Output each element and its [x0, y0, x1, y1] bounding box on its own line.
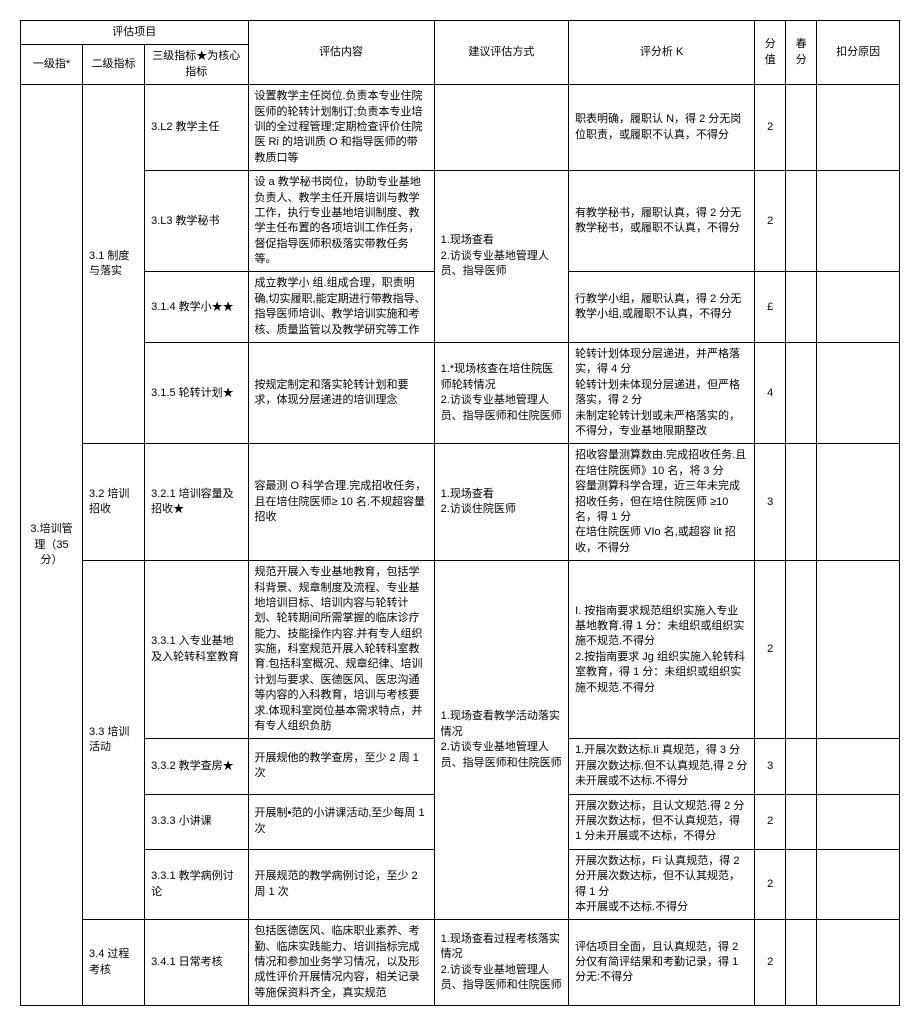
- table-row: 3.L3 教学秘书设 a 教学秘书岗位，协助专业基地负责人、教学主任开展培训与教…: [21, 171, 900, 272]
- l3-cell: 3.3.1 教学病例讨论: [145, 849, 248, 920]
- reason-cell: [817, 794, 900, 849]
- l1-cell: 3.培训管理（35 分）: [21, 85, 83, 1006]
- l3-cell: 3.3.1 入专业基地及入轮转科室教育: [145, 561, 248, 739]
- l3-cell: 3.L2 教学主任: [145, 85, 248, 171]
- table-row: 3.3 培训活动3.3.1 入专业基地及入轮转科室教育规范开展入专业基地教育，包…: [21, 561, 900, 739]
- l3-cell: 3.3.2 教学查房★: [145, 739, 248, 794]
- reason-cell: [817, 343, 900, 444]
- analysis-cell: 评估项目全面，且认真规范，得 2 分仅有简评结果和考勤记录，得 1 分无:不得分: [569, 920, 755, 1006]
- content-cell: 成立教学小 组.组成合理，职责明确,切实履职,能定期进行带教指导、指导医师培训、…: [248, 272, 434, 343]
- analysis-cell: 轮转计划体现分层递进，并严格落实，得 4 分 轮转计划未体现分层递进，但严格落实…: [569, 343, 755, 444]
- fen-cell: [786, 794, 817, 849]
- content-cell: 设 a 教学秘书岗位，协助专业基地负责人、教学主任开展培训与教学工作，执行专业基…: [248, 171, 434, 272]
- header-l3: 三级指标★为核心指标: [145, 45, 248, 85]
- table-body: 3.培训管理（35 分）3.1 制度与落实3.L2 教学主任设置教学主任岗位.负…: [21, 85, 900, 1006]
- method-cell: 1.现场查看 2.访谈住院医师: [434, 444, 568, 561]
- fen-cell: [786, 739, 817, 794]
- l2-cell: 3.2 培训招收: [83, 444, 145, 561]
- content-cell: 按规定制定和落实轮转计划和要求，体现分层递进的培训理念: [248, 343, 434, 444]
- header-group: 评估项目: [21, 21, 249, 45]
- evaluation-table: 评估项目 评估内容 建议评估方式 评分析 K 分值 春分 扣分原因 一级指* 二…: [20, 20, 900, 1006]
- l2-cell: 3.3 培训活动: [83, 561, 145, 920]
- reason-cell: [817, 272, 900, 343]
- l3-cell: 3.4.1 日常考核: [145, 920, 248, 1006]
- reason-cell: [817, 920, 900, 1006]
- method-cell: 1.现场查看教学活动落实情况 2.访谈专业基地管理人员、指导医师和住院医师: [434, 561, 568, 920]
- reason-cell: [817, 171, 900, 272]
- method-cell: 1.现场查看 2.访谈专业基地管理人员、指导医师: [434, 171, 568, 343]
- l3-cell: 3.1.4 教学小★★: [145, 272, 248, 343]
- reason-cell: [817, 561, 900, 739]
- l3-cell: 3.2.1 培训容量及招收★: [145, 444, 248, 561]
- analysis-cell: I. 按指南要求规范组织实施入专业基地教育.得 1 分：未组织或组织实施不规范.…: [569, 561, 755, 739]
- score-cell: 2: [755, 561, 786, 739]
- header-l2: 二级指标: [83, 45, 145, 85]
- fen-cell: [786, 171, 817, 272]
- reason-cell: [817, 444, 900, 561]
- l2-cell: 3.1 制度与落实: [83, 85, 145, 444]
- score-cell: 2: [755, 920, 786, 1006]
- content-cell: 规范开展入专业基地教育，包括学科背景、规章制度及流程、专业基地培训目标、培训内容…: [248, 561, 434, 739]
- fen-cell: [786, 343, 817, 444]
- score-cell: 2: [755, 849, 786, 920]
- table-row: 3.4 过程考核3.4.1 日常考核包括医德医风、临床职业素养、考勤、临床实践能…: [21, 920, 900, 1006]
- content-cell: 包括医德医风、临床职业素养、考勤、临床实践能力、培训指标完成情况和参加业务学习情…: [248, 920, 434, 1006]
- l3-cell: 3.1.5 轮转计划★: [145, 343, 248, 444]
- score-cell: 2: [755, 85, 786, 171]
- fen-cell: [786, 85, 817, 171]
- fen-cell: [786, 920, 817, 1006]
- content-cell: 容最测 O 科学合理.完成招收任务，且在培住院医师≥ 10 名.不规超容量招收: [248, 444, 434, 561]
- reason-cell: [817, 849, 900, 920]
- header-score: 分值: [755, 21, 786, 85]
- reason-cell: [817, 739, 900, 794]
- l3-cell: 3.L3 教学秘书: [145, 171, 248, 272]
- analysis-cell: 1.开展次数达标.Ii 真规范，得 3 分开展次数达标.但不认真规范,得 2 分…: [569, 739, 755, 794]
- content-cell: 设置教学主任岗位.负责本专业住院医师的轮转计划制订;负责本专业培训的全过程管理;…: [248, 85, 434, 171]
- fen-cell: [786, 849, 817, 920]
- analysis-cell: 职表明确，履职认 N，得 2 分无岗位职责，或履职不认真，不得分: [569, 85, 755, 171]
- header-l1: 一级指*: [21, 45, 83, 85]
- analysis-cell: 招收容量测算数由.完成招收任务.且在培住院医师》10 名，将 3 分 容量测算科…: [569, 444, 755, 561]
- score-cell: £: [755, 272, 786, 343]
- analysis-cell: 行教学小组，履职认真，得 2 分无教学小组,或履职不认真，不得分: [569, 272, 755, 343]
- l3-cell: 3.3.3 小讲课: [145, 794, 248, 849]
- score-cell: 3: [755, 444, 786, 561]
- content-cell: 开展规他的教学查房，至少 2 周 1 次: [248, 739, 434, 794]
- header-reason: 扣分原因: [817, 21, 900, 85]
- fen-cell: [786, 561, 817, 739]
- header-analysis: 评分析 K: [569, 21, 755, 85]
- l2-cell: 3.4 过程考核: [83, 920, 145, 1006]
- method-cell: [434, 85, 568, 171]
- analysis-cell: 开展次数达标，且认文规范.得 2 分开展次数达标，但不认真规范，得 1 分未开展…: [569, 794, 755, 849]
- content-cell: 开展规范的教学病例讨论，至少 2 周 1 次: [248, 849, 434, 920]
- score-cell: 3: [755, 739, 786, 794]
- score-cell: 4: [755, 343, 786, 444]
- analysis-cell: 开展次数达标，Fi 认真规范，得 2 分开展次数达标，但不认其规范，得 1 分 …: [569, 849, 755, 920]
- header-fen: 春分: [786, 21, 817, 85]
- score-cell: 2: [755, 171, 786, 272]
- score-cell: 2: [755, 794, 786, 849]
- fen-cell: [786, 444, 817, 561]
- fen-cell: [786, 272, 817, 343]
- table-row: 3.培训管理（35 分）3.1 制度与落实3.L2 教学主任设置教学主任岗位.负…: [21, 85, 900, 171]
- reason-cell: [817, 85, 900, 171]
- analysis-cell: 有教学秘书，履职认真，得 2 分无教学秘书，或履职不认真，不得分: [569, 171, 755, 272]
- table-row: 3.2 培训招收3.2.1 培训容量及招收★容最测 O 科学合理.完成招收任务，…: [21, 444, 900, 561]
- method-cell: 1.*现场核查在培住院医师轮转情况 2.访谈专业基地管理人员、指导医师和住院医师: [434, 343, 568, 444]
- content-cell: 开展制•范的小讲课活动,至少每周 1 次: [248, 794, 434, 849]
- method-cell: 1.现场查看过程考核落实情况 2.访谈专业基地管理人员、指导医师和住院医师: [434, 920, 568, 1006]
- header-method: 建议评估方式: [434, 21, 568, 85]
- header-content: 评估内容: [248, 21, 434, 85]
- table-row: 3.1.5 轮转计划★按规定制定和落实轮转计划和要求，体现分层递进的培训理念1.…: [21, 343, 900, 444]
